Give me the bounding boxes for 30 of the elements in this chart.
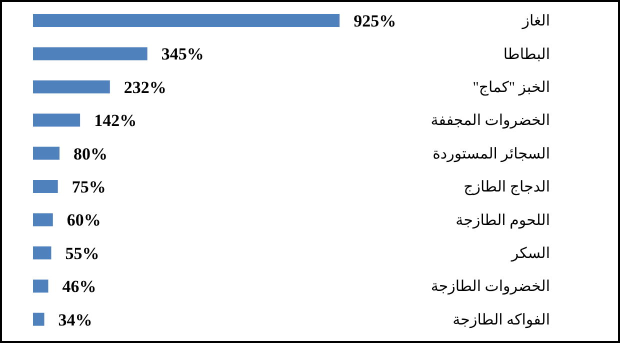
y-tick-label: الغاز: [521, 14, 550, 30]
data-label: 345%: [161, 44, 204, 64]
bar: [33, 180, 58, 193]
data-label: 75%: [72, 178, 106, 197]
y-tick-label: اللحوم الطازجة: [456, 212, 550, 229]
data-label: 80%: [74, 144, 108, 164]
bar: [33, 280, 48, 293]
y-tick-label: السجائر المستوردة: [432, 146, 550, 162]
data-label: 55%: [65, 244, 100, 263]
y-tick-label: البطاطا: [503, 46, 550, 63]
bar: [33, 14, 340, 27]
y-tick-label: الدجاج الطازج: [464, 180, 550, 196]
data-label: 34%: [58, 310, 92, 330]
y-tick-label: الخضروات المجففة: [430, 113, 550, 130]
bar: [33, 114, 80, 127]
bar: [33, 312, 44, 326]
y-tick-label: الفواكه الطازجة: [452, 312, 550, 328]
bar: [33, 213, 53, 226]
y-tick-label: الخبز "كماج": [472, 80, 550, 96]
data-label: 60%: [66, 210, 101, 230]
bar: [33, 47, 148, 60]
bar: [33, 246, 52, 260]
data-label: 925%: [354, 12, 396, 31]
y-tick-label: الخضروات الطازجة: [430, 279, 550, 296]
data-label: 232%: [124, 78, 166, 97]
bar: [33, 146, 60, 160]
bar: [33, 80, 110, 94]
y-tick-label: السكر: [510, 246, 550, 262]
data-label: 46%: [62, 277, 96, 296]
data-label: 142%: [94, 111, 137, 130]
